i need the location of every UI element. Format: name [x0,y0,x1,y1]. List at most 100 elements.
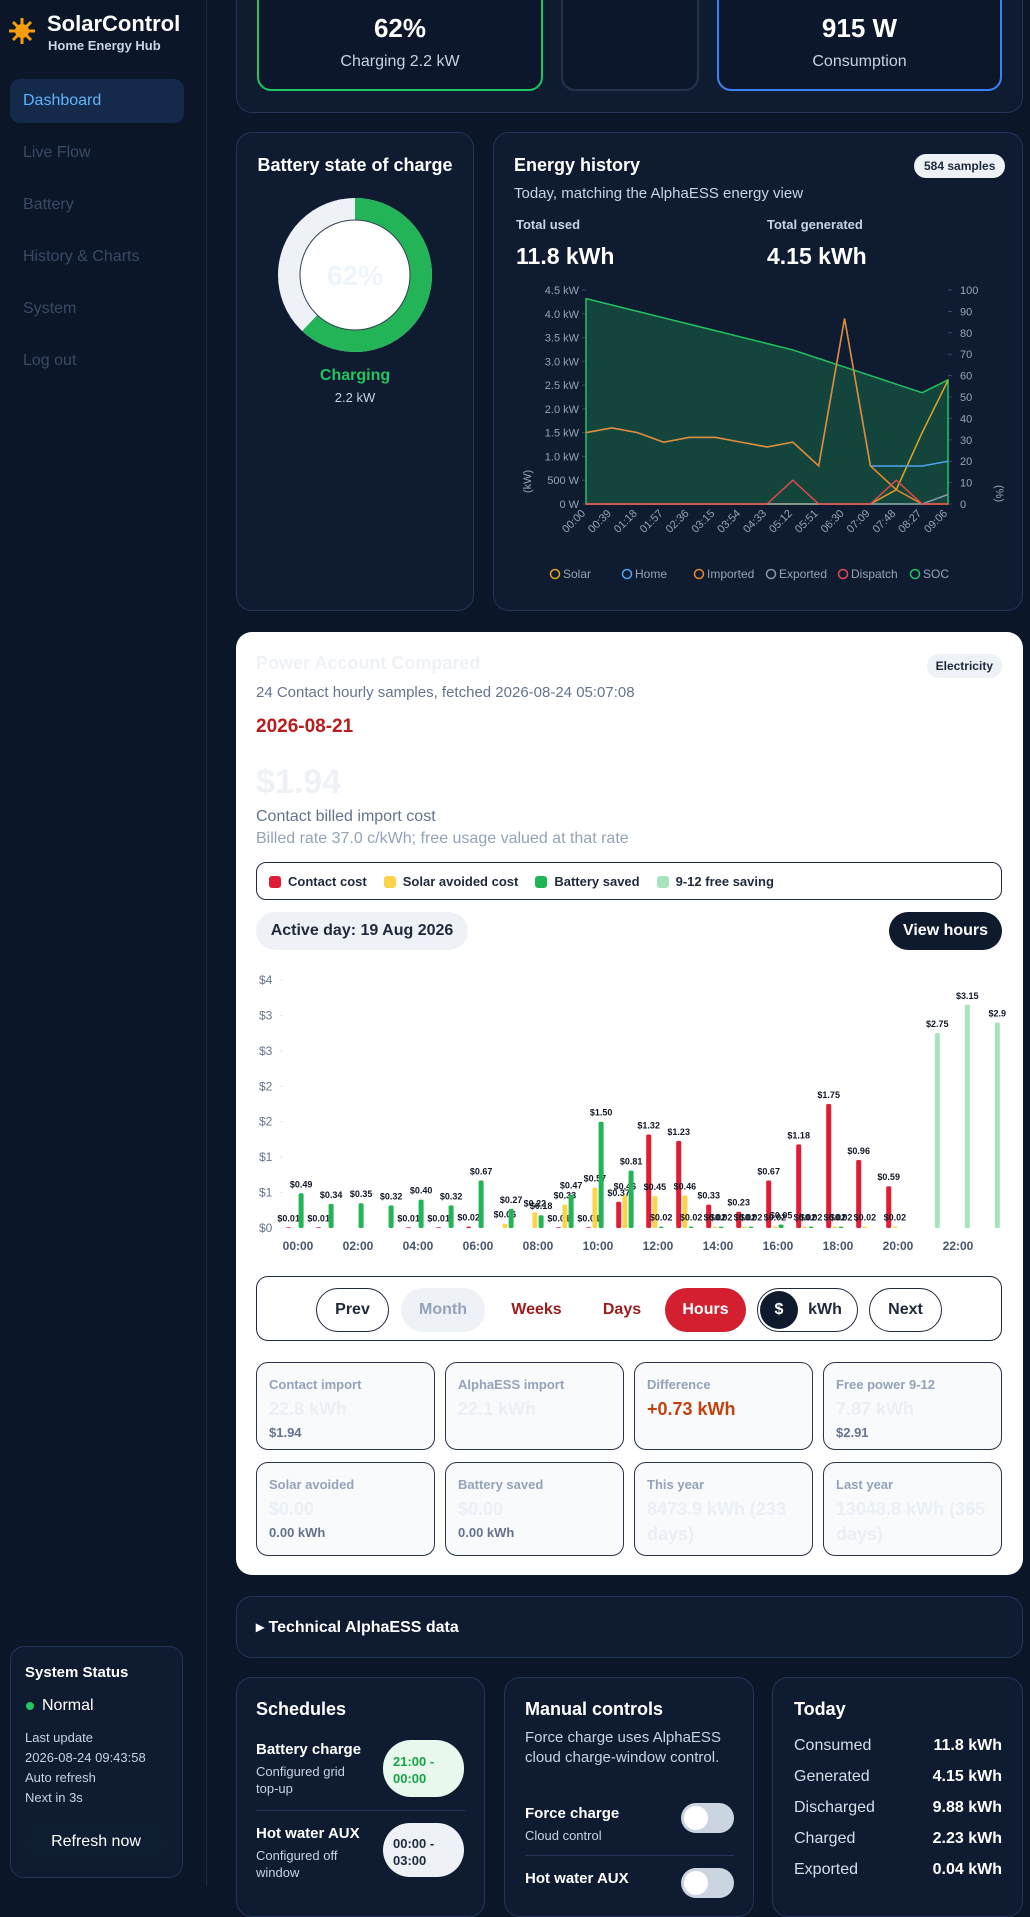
status-title: System Status [25,1664,129,1681]
bar-label: $0.57 [584,1174,607,1184]
y-tick-label: 4.0 kW [545,309,580,321]
bar-label: $0.45 [644,1182,667,1192]
manual-title: Manual controls [525,1699,664,1719]
nav-item[interactable]: Log out [23,352,77,369]
y-tick-label: $2 [259,1079,273,1093]
manual-text: Force charge uses AlphaESS cloud charge-… [525,1729,721,1766]
today-row: Discharged 9.88 kWh [794,1799,1002,1817]
x-tick-label: 02:36 [664,508,692,536]
stat-label: Contact import [269,1377,362,1392]
x-tick-label: 01:57 [638,508,666,536]
stat-label: Last year [836,1477,894,1492]
nav-item[interactable]: System [23,300,77,317]
today-label: Exported [794,1861,859,1878]
bar [598,1121,604,1228]
bar [358,1203,364,1228]
toggle[interactable] [681,1868,734,1898]
bar [862,1226,868,1228]
bar-label: $0.18 [530,1201,553,1211]
samples-badge: 584 samples [914,154,1006,178]
sun-icon [9,18,35,44]
metric-value: 62% [373,13,427,43]
kwh-option[interactable]: kWh [808,1301,842,1318]
bar-label: $0.06 [494,1210,517,1220]
y-tick-label: $1 [259,1186,273,1200]
rate-note: Billed rate 37.0 c/kWh; free usage value… [256,830,629,847]
stat-card: This year 8473.9 kWh (233 days) [634,1462,813,1556]
technical-card[interactable] [236,1596,1023,1658]
x-tick-label: 00:00 [283,1239,314,1253]
bar [832,1226,838,1228]
prev-button[interactable]: Prev [316,1288,389,1332]
bar-label: $0.02 [710,1213,733,1223]
bar [742,1226,748,1228]
legend-label: Imported [707,567,754,581]
bar-label: $0.01 [547,1213,570,1223]
legend-label: Home [635,567,667,581]
nav-item[interactable]: Battery [23,196,74,213]
metric-card [257,0,543,91]
status-line: 2026-08-24 09:43:58 [25,1750,146,1765]
divider [525,1855,734,1856]
x-tick-label: 07:48 [870,508,898,536]
soc-area [585,297,949,505]
y-tick-label: 2.5 kW [545,380,580,392]
bar-label: $0.47 [560,1181,583,1191]
metric-card [561,0,699,91]
toggle[interactable] [681,1803,734,1833]
history-subtitle: Today, matching the AlphaESS energy view [514,185,804,202]
bar [568,1194,574,1228]
x-tick-label: 22:00 [943,1239,974,1253]
stat-value: 7.87 kWh [836,1399,915,1419]
unit-toggle[interactable] [757,1288,858,1332]
y-tick-label: $0 [259,1221,273,1235]
x-tick-label: 12:00 [643,1239,674,1253]
legend: Contact cost Solar avoided cost Battery sa… [256,862,1002,900]
next-button[interactable]: Next [869,1288,942,1332]
bar [718,1226,724,1228]
today-label: Charged [794,1830,856,1847]
today-value: 0.04 kWh [932,1861,1002,1878]
y-tick-label: 4.5 kW [545,285,580,297]
account-cost: $1.94 [256,763,342,801]
weeks-button[interactable]: Weeks [511,1301,562,1318]
y-tick-label: 500 W [547,475,579,487]
dollar-option[interactable]: $ [760,1291,798,1329]
technical-toggle[interactable]: ▸ Technical AlphaESS data [256,1619,459,1636]
y-tick-label: $4 [259,973,273,987]
month-button[interactable]: Month [401,1288,485,1332]
x-tick-label: 10:00 [583,1239,614,1253]
stat-label: Solar avoided [269,1477,355,1492]
legend-label: Battery saved [554,874,640,889]
status-line: Auto refresh [25,1770,96,1785]
stat-card: AlphaESS import 22.1 kWh [445,1362,624,1450]
bar-label: $0.23 [727,1198,750,1208]
control-name: Force charge [525,1805,620,1822]
bar-label: $0.02 [740,1213,763,1223]
schedule-name: Battery charge [256,1741,362,1758]
series-line [586,479,948,505]
days-button[interactable]: Days [602,1301,642,1318]
sidebar [0,0,207,1886]
x-tick-label: 00:00 [560,508,588,536]
today-row: Generated 4.15 kWh [794,1768,1002,1786]
legend-swatch [269,876,281,888]
view-hours-button[interactable]: View hours [889,912,1002,950]
cost-label: Contact billed import cost [256,808,436,825]
donut-fill [278,198,432,352]
nav-item[interactable]: History & Charts [23,248,140,265]
nav-item[interactable]: Live Flow [23,144,91,161]
bar [388,1205,394,1228]
bar [436,1227,442,1228]
y-tick-label: 2.0 kW [545,404,580,416]
metric-label: Charging 2.2 kW [340,53,460,70]
nav-item[interactable]: Dashboard [23,92,102,109]
today-label: Discharged [794,1799,875,1816]
stat-label: Total generated [767,217,863,232]
technical-label: Technical AlphaESS data [268,1619,459,1636]
bar-label: $0.02 [800,1213,823,1223]
refresh-button[interactable]: Refresh now [24,1822,168,1862]
battery-state: Charging [319,367,391,384]
bar [856,1159,862,1228]
hours-button[interactable]: Hours [665,1288,746,1332]
